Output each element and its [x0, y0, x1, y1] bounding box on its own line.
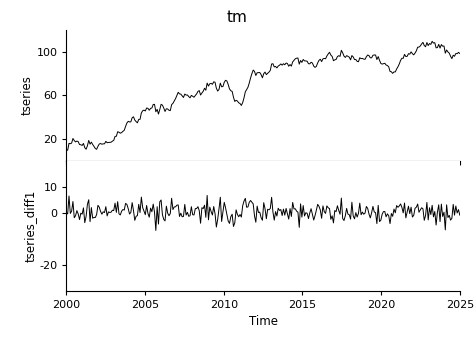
Y-axis label: tseries_diff1: tseries_diff1 [23, 189, 36, 262]
Y-axis label: tseries: tseries [20, 76, 34, 115]
X-axis label: Time: Time [248, 315, 278, 328]
Text: tm: tm [227, 10, 247, 25]
